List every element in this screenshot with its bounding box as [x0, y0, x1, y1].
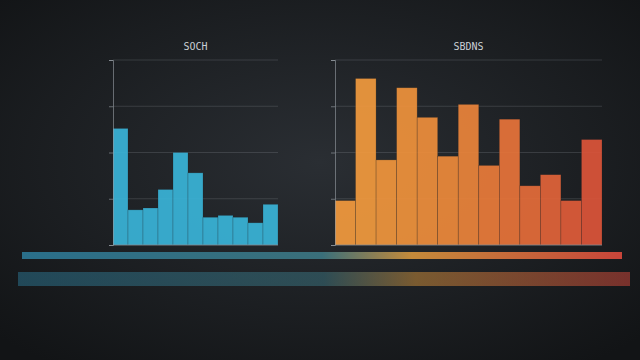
strip: [18, 272, 630, 286]
tick-mark: [109, 245, 113, 246]
tick-mark: [109, 199, 113, 200]
tick: [109, 153, 113, 154]
tick-mark: [331, 153, 335, 154]
bar: [173, 153, 188, 246]
grid-line: [113, 60, 278, 61]
bar: [397, 88, 418, 245]
tick: [109, 60, 113, 61]
tick: [331, 106, 335, 107]
grid: [335, 60, 602, 245]
bar: [188, 173, 203, 245]
tick: [331, 199, 335, 200]
tick: [109, 199, 113, 200]
grid-line: [113, 152, 278, 153]
tick: [109, 106, 113, 107]
bar: [233, 217, 248, 245]
tick-mark: [331, 106, 335, 107]
tick-mark: [109, 106, 113, 107]
title: SBDNS: [453, 41, 483, 52]
bar: [128, 210, 143, 245]
bar: [158, 190, 173, 246]
tick: [331, 60, 335, 61]
bar: [113, 128, 128, 245]
grid-line: [113, 106, 278, 107]
tick: [331, 245, 335, 246]
bar: [376, 160, 397, 245]
bar: [581, 140, 602, 245]
bar: [218, 215, 233, 245]
bar: [356, 79, 377, 246]
title: SOCH: [183, 41, 207, 52]
axis-line: [109, 61, 114, 246]
grid-line: [335, 60, 602, 61]
bar: [248, 223, 263, 245]
bar: [561, 201, 582, 245]
bar: [499, 119, 520, 245]
strip: [22, 252, 622, 259]
bar: [203, 217, 218, 245]
chart-0: SOCH: [109, 41, 278, 246]
grid-line: [335, 245, 602, 246]
chart-1: SBDNS: [331, 41, 602, 246]
bar: [540, 175, 561, 245]
bar: [335, 201, 356, 245]
tick-mark: [331, 199, 335, 200]
bar: [417, 117, 438, 245]
bar: [458, 104, 479, 245]
axis-line: [113, 245, 278, 246]
bar: [479, 165, 500, 245]
tick-mark: [331, 245, 335, 246]
y-axis: [331, 61, 336, 246]
axis-line: [335, 245, 602, 246]
tick: [109, 245, 113, 246]
background: [0, 0, 640, 360]
grid: [113, 60, 278, 245]
bars: [113, 128, 278, 245]
axis-line: [331, 61, 336, 246]
tick-mark: [109, 60, 113, 61]
tick: [331, 153, 335, 154]
bar: [143, 208, 158, 245]
bar: [438, 156, 459, 245]
y-axis: [109, 61, 114, 246]
tick-mark: [331, 60, 335, 61]
bar: [263, 204, 278, 245]
grid-line: [113, 245, 278, 246]
bars: [335, 79, 602, 246]
tick-mark: [109, 153, 113, 154]
bar: [520, 186, 541, 245]
